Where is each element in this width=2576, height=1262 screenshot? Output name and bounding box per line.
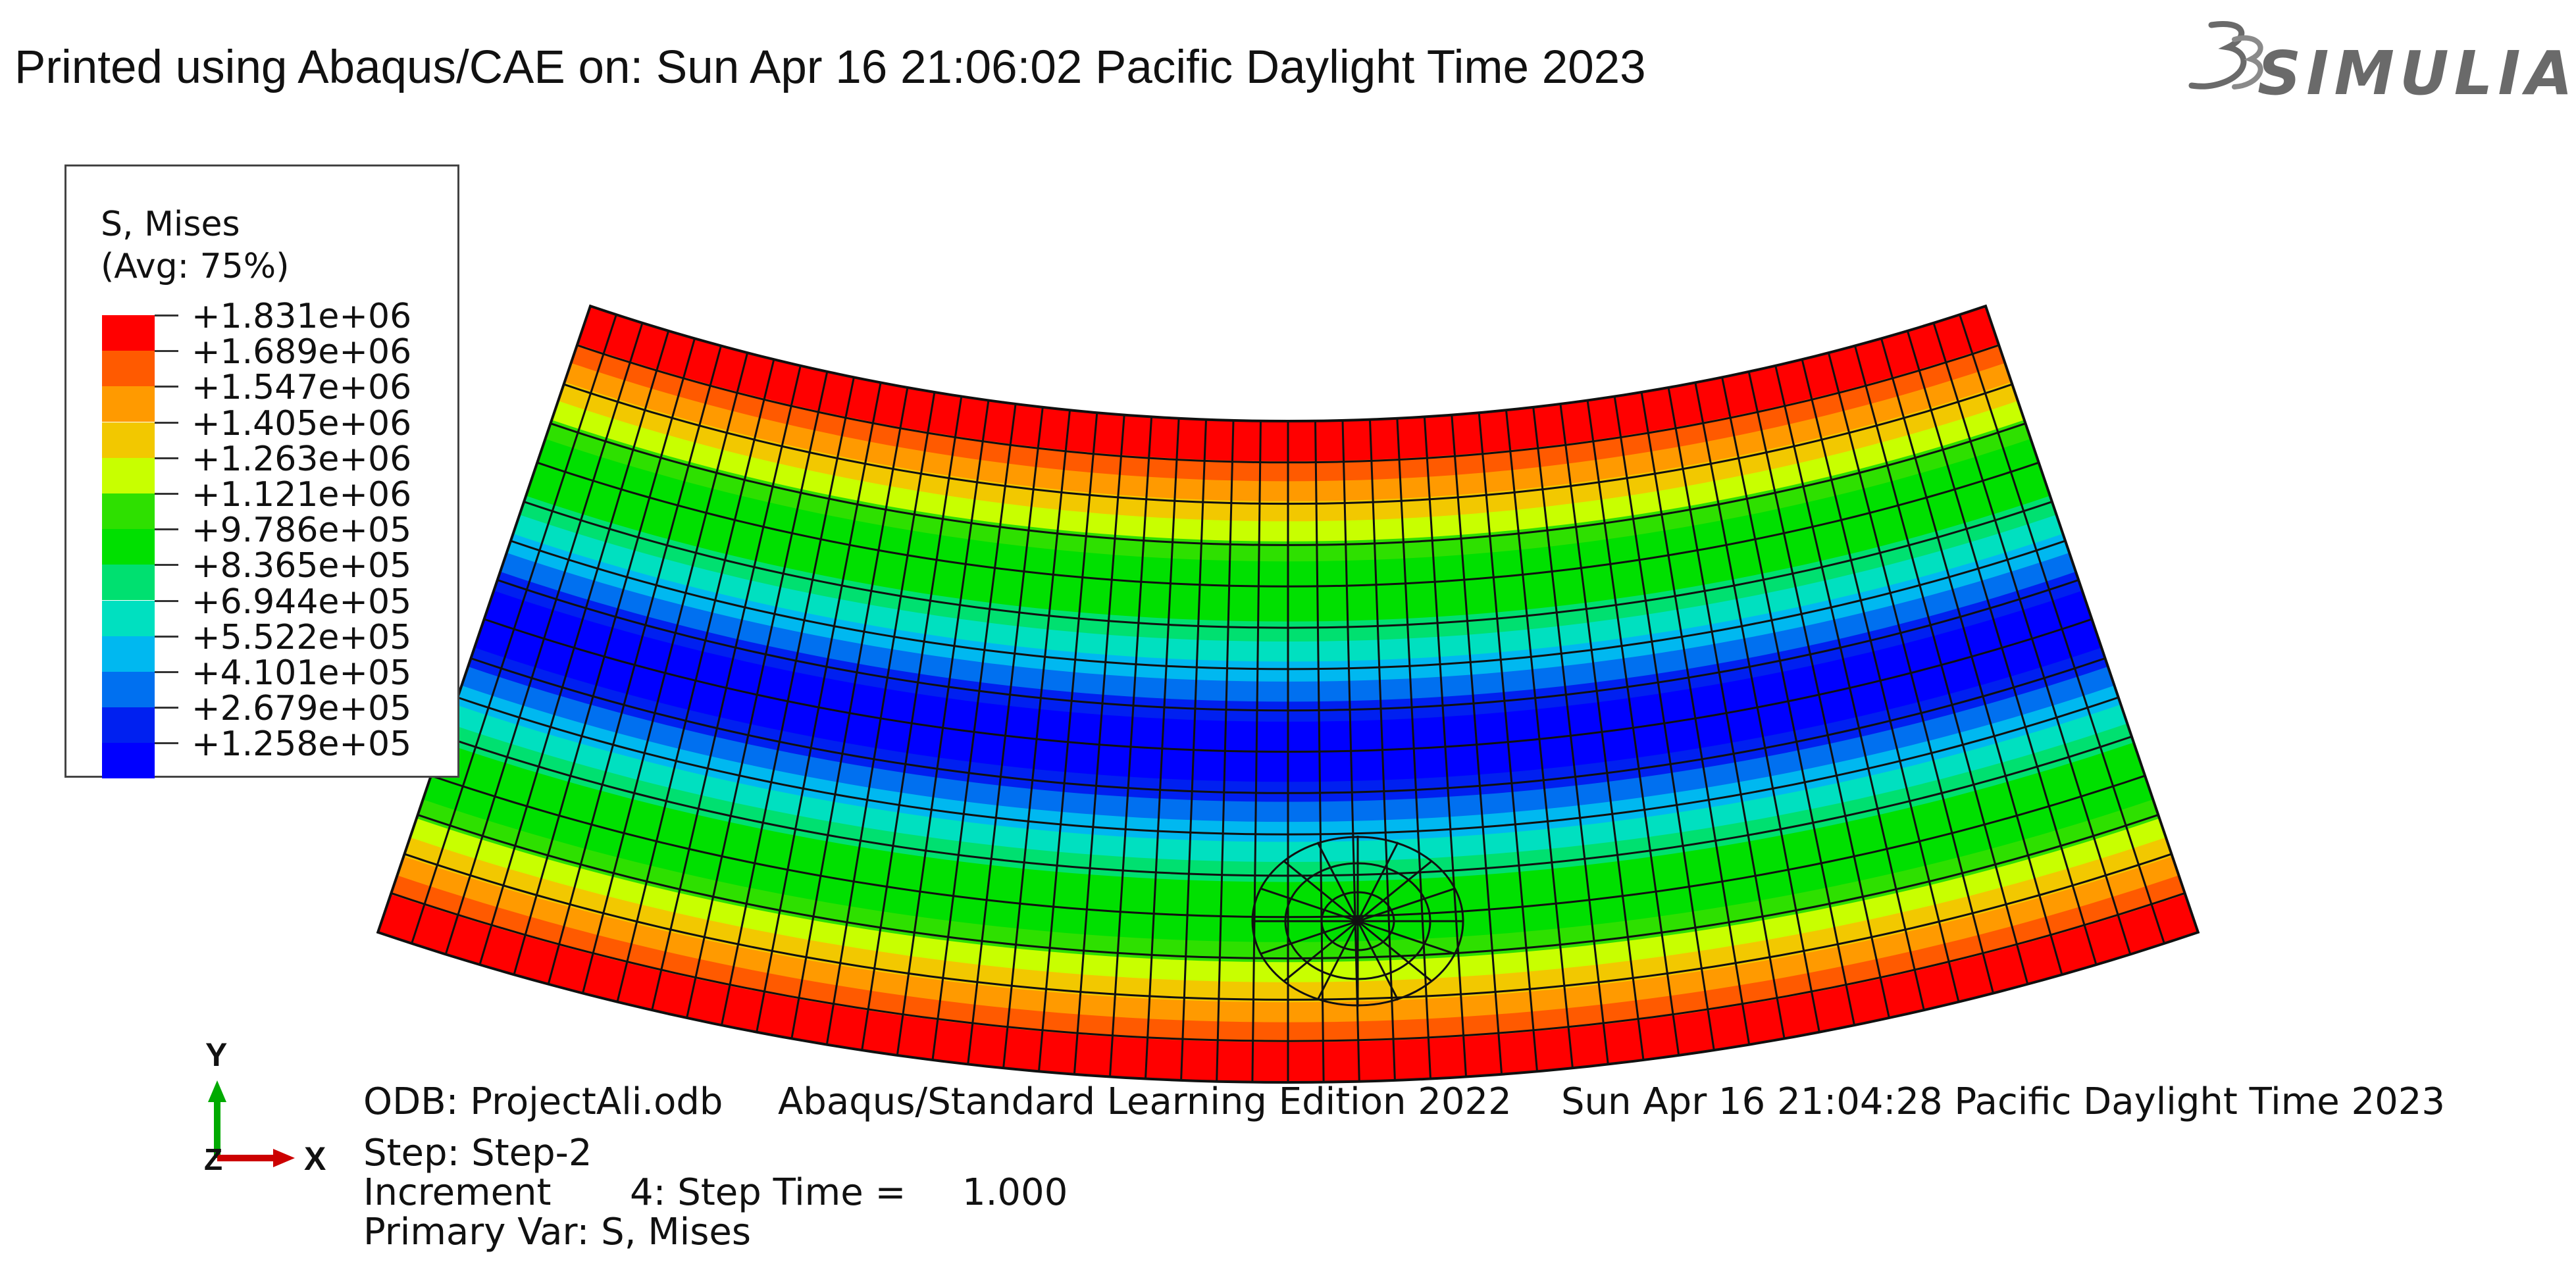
stress-band xyxy=(480,609,2096,763)
legend-tick xyxy=(155,635,178,638)
simulia-logo xyxy=(2188,21,2263,89)
3ds-logo-icon xyxy=(2188,21,2263,89)
coordinate-triad: Y X Z xyxy=(204,1040,326,1177)
stress-band xyxy=(577,325,1999,462)
stress-band xyxy=(416,799,2160,963)
stress-band xyxy=(384,894,2192,1063)
stress-band xyxy=(532,457,2044,603)
legend-swatch xyxy=(102,743,155,779)
stress-band xyxy=(506,534,2070,682)
stress-band xyxy=(519,495,2057,642)
stress-band xyxy=(435,742,2141,903)
legend-value-label: +4.101e+05 xyxy=(192,653,412,693)
mesh-lines xyxy=(390,314,2186,1082)
legend-swatch xyxy=(102,351,155,387)
print-header-title: Printed using Abaqus/CAE on: Sun Apr 16 … xyxy=(14,41,1646,93)
legend-swatch xyxy=(102,600,155,636)
deformed-part-contour xyxy=(376,304,2200,1084)
info-increment-label: Increment xyxy=(363,1171,552,1214)
stress-band xyxy=(467,647,2109,803)
info-odb: ODB: ProjectAli.odb xyxy=(363,1080,723,1123)
stress-band xyxy=(455,685,2121,843)
stress-band xyxy=(461,667,2115,823)
stress-band xyxy=(487,590,2089,743)
legend-swatch xyxy=(102,565,155,601)
stress-band xyxy=(403,837,2173,1003)
stress-band xyxy=(538,439,2038,582)
triad-z-label: Z xyxy=(204,1142,222,1176)
stress-band xyxy=(525,476,2051,622)
legend-value-label: +1.121e+06 xyxy=(192,475,412,515)
stress-band xyxy=(397,856,2179,1023)
legend-swatch xyxy=(102,636,155,672)
part-outline xyxy=(376,304,2200,1084)
legend-value-label: +5.522e+05 xyxy=(192,617,412,657)
stress-band xyxy=(423,780,2153,943)
info-step-time: 1.000 xyxy=(962,1171,1068,1214)
legend-tick xyxy=(155,386,178,388)
stress-band xyxy=(552,401,2024,542)
legend-tick xyxy=(155,564,178,567)
stress-band xyxy=(557,382,2019,522)
legend-swatch xyxy=(102,386,155,422)
stress-band xyxy=(474,628,2102,783)
triad-x-label: X xyxy=(304,1140,326,1177)
stress-band xyxy=(494,571,2082,722)
legend-tick xyxy=(155,421,178,424)
legend-value-label: +1.547e+06 xyxy=(192,368,412,408)
legend-swatch xyxy=(102,707,155,744)
legend-value-label: +8.365e+05 xyxy=(192,546,412,586)
legend-tick xyxy=(155,493,178,495)
legend-value-label: +9.786e+05 xyxy=(192,511,412,551)
stress-band xyxy=(583,306,1993,442)
legend-swatch xyxy=(102,493,155,529)
stress-band xyxy=(448,704,2128,863)
legend-swatch xyxy=(102,315,155,351)
stress-band xyxy=(409,818,2167,983)
legend-tick xyxy=(155,350,178,353)
legend-subtitle: (Avg: 75%) xyxy=(101,247,290,286)
legend-value-label: +1.258e+05 xyxy=(192,724,412,765)
legend-tick xyxy=(155,707,178,709)
legend-value-label: +1.263e+06 xyxy=(192,439,412,479)
legend-value-label: +1.405e+06 xyxy=(192,403,412,443)
stress-band xyxy=(545,420,2031,563)
info-edition: Abaqus/Standard Learning Edition 2022 xyxy=(778,1080,1512,1123)
legend-swatch xyxy=(102,422,155,458)
legend-tick xyxy=(155,457,178,459)
legend-swatch xyxy=(102,457,155,493)
info-primary-var: Primary Var: S, Mises xyxy=(363,1211,752,1253)
legend-tick xyxy=(155,671,178,673)
contour-legend: S, Mises (Avg: 75%) +1.831e+06 +1.689e+06… xyxy=(64,164,459,779)
stress-band xyxy=(500,553,2076,703)
legend-value-label: +2.679e+05 xyxy=(192,689,412,729)
legend-tick xyxy=(155,742,178,745)
stress-band xyxy=(571,343,2005,482)
triad-y-label: Y xyxy=(205,1040,227,1073)
legend-swatch xyxy=(102,529,155,565)
stress-band xyxy=(442,723,2134,883)
info-step: Step: Step-2 xyxy=(363,1132,592,1174)
legend-value-label: +1.831e+06 xyxy=(192,297,412,336)
info-increment-value: 4: Step Time = xyxy=(630,1171,906,1214)
stress-band xyxy=(564,363,2012,502)
legend-tick xyxy=(155,528,178,531)
legend-swatch xyxy=(102,672,155,707)
simulia-logo-text: SIMULIA xyxy=(2257,38,2576,109)
legend-title: S, Mises xyxy=(101,205,240,244)
info-date: Sun Apr 16 21:04:28 Pacific Daylight Tim… xyxy=(1561,1080,2446,1123)
legend-tick xyxy=(155,315,178,316)
stress-band xyxy=(390,875,2186,1044)
stress-band xyxy=(378,913,2198,1083)
legend-value-label: +6.944e+05 xyxy=(192,582,412,622)
legend-value-label: +1.689e+06 xyxy=(192,332,412,372)
legend-tick xyxy=(155,599,178,602)
stress-band xyxy=(513,515,2063,663)
